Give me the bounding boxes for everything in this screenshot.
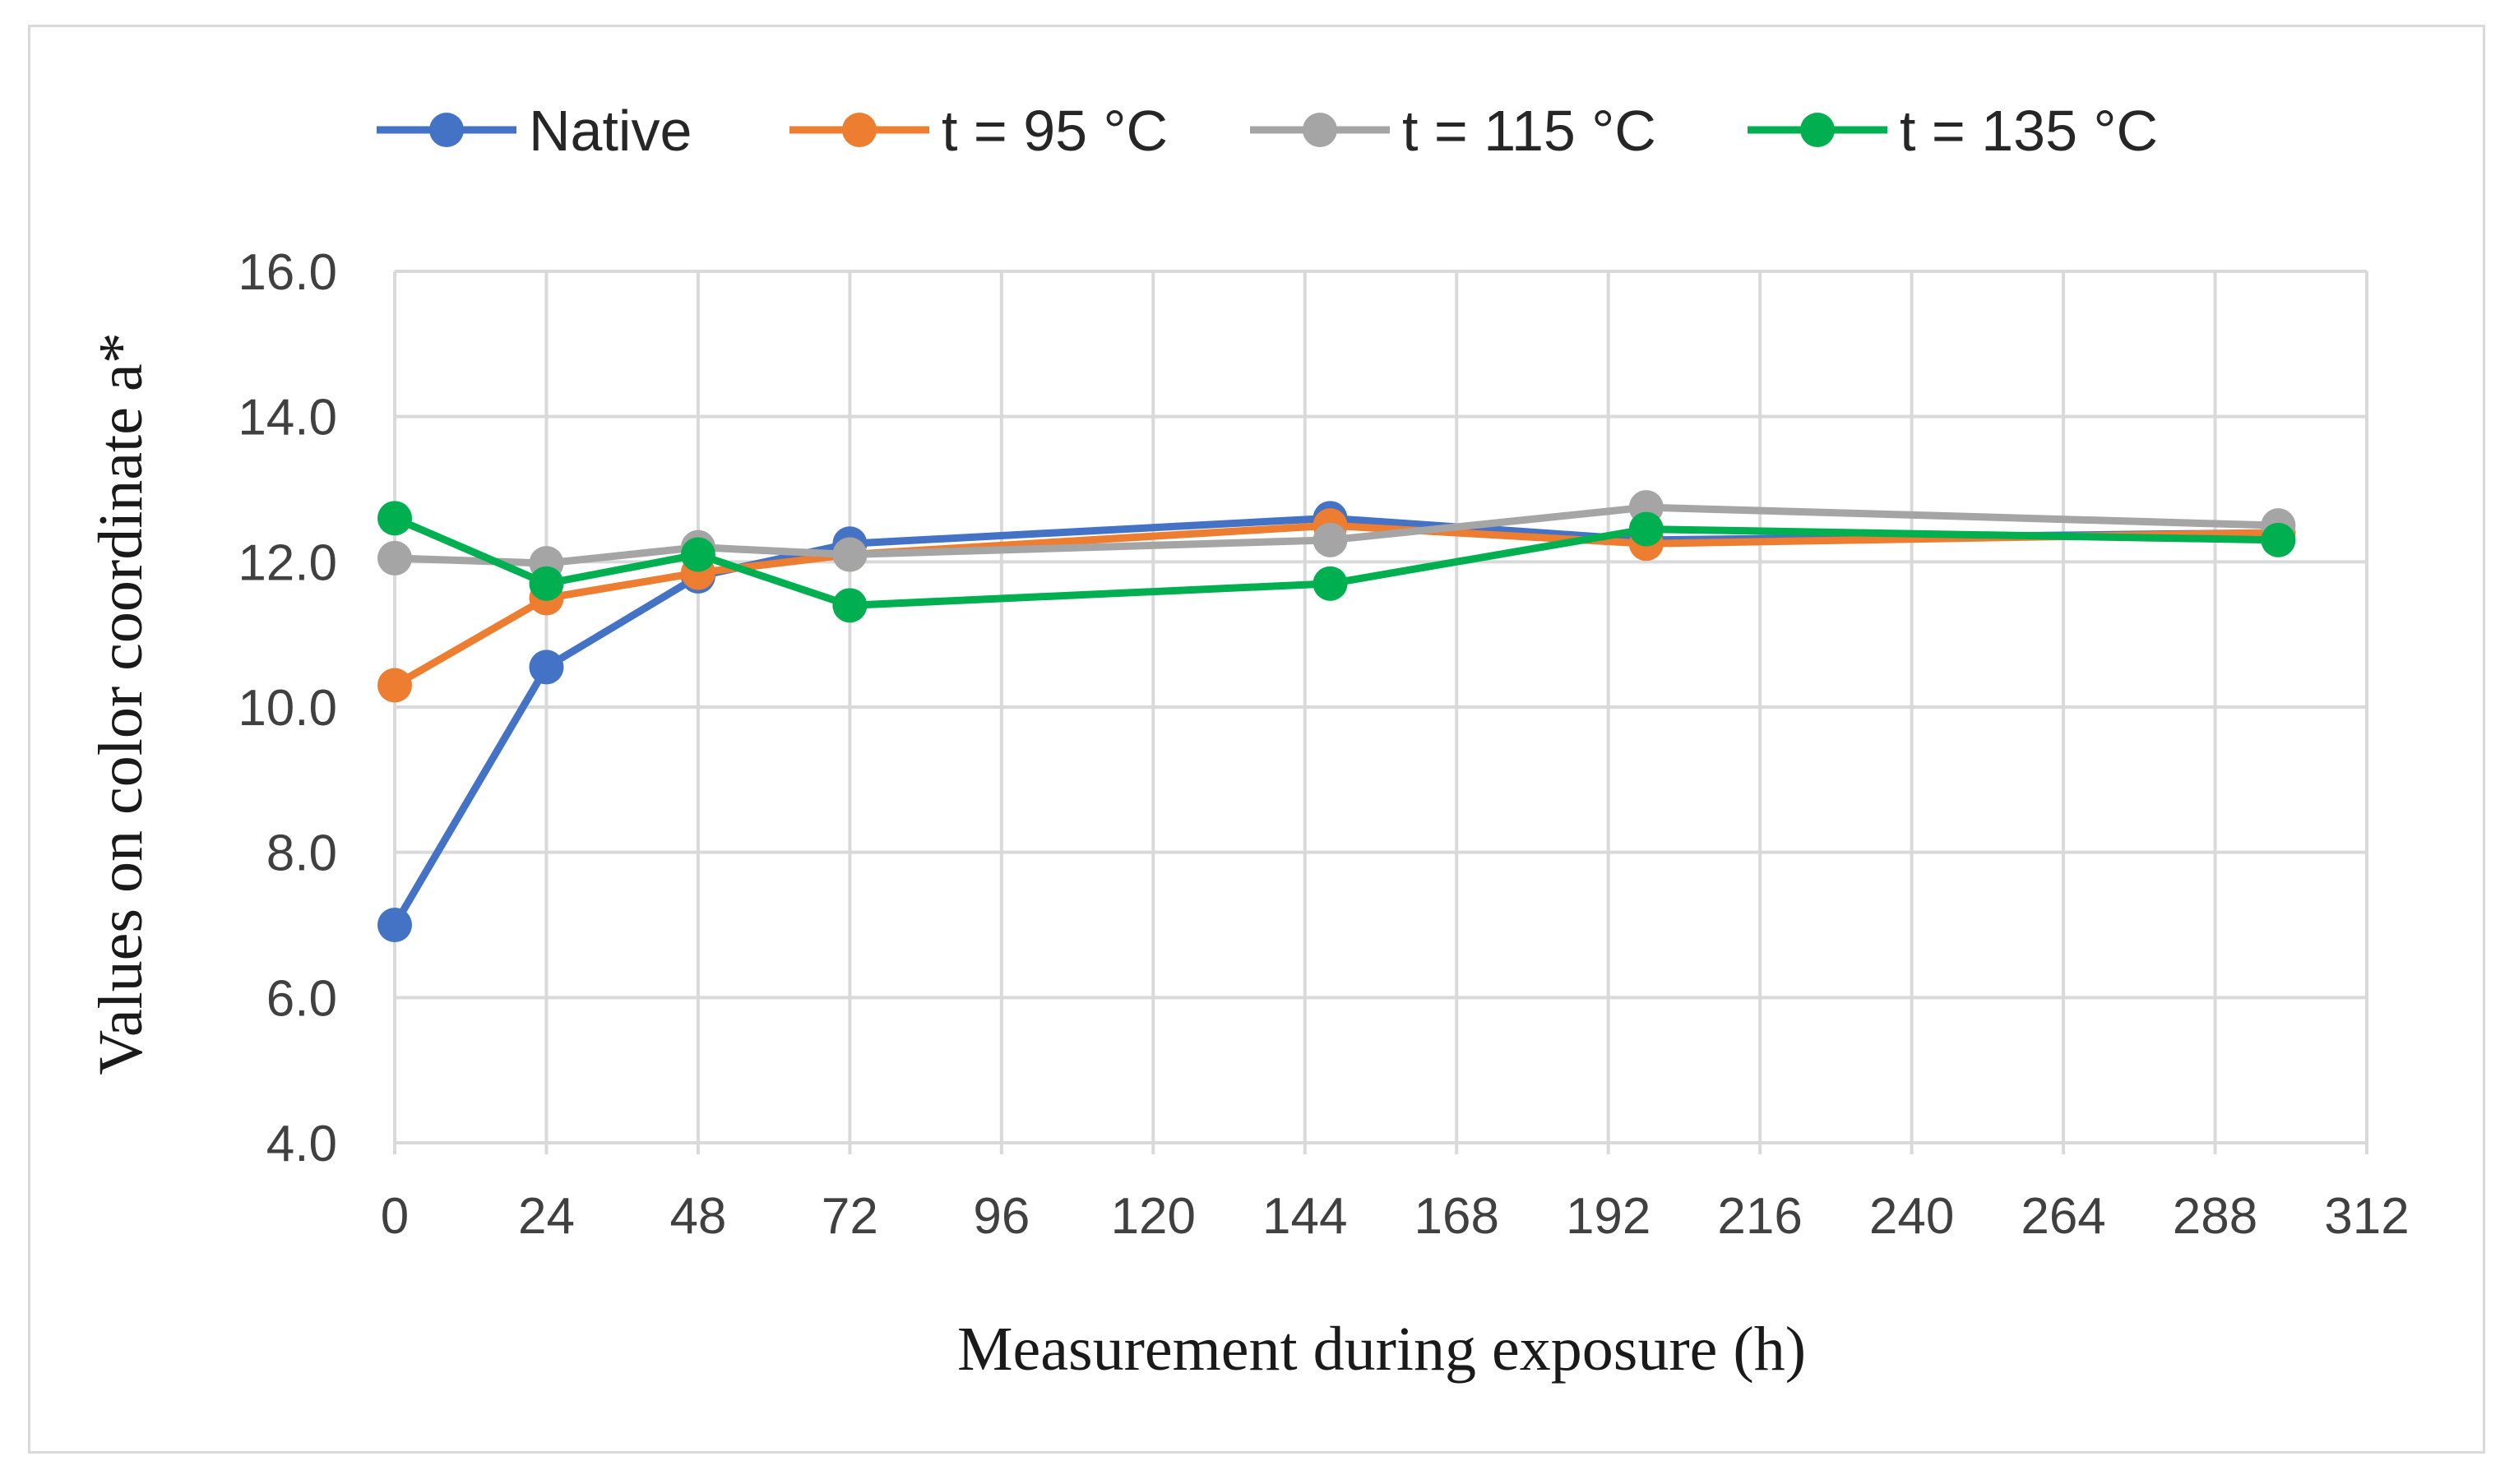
data-point-t-115-c <box>832 537 868 572</box>
y-tick-label: 4.0 <box>266 1116 337 1172</box>
legend: Native t = 95 °C t = 115 °C t = 135 °C <box>377 99 2158 163</box>
y-tick-label: 8.0 <box>266 825 337 882</box>
legend-item-t-135-c: t = 135 °C <box>1748 99 2158 163</box>
data-point-t-135-c <box>1628 511 1664 547</box>
x-tick-label: 0 <box>381 1188 409 1245</box>
x-tick-label: 72 <box>822 1188 878 1245</box>
y-tick-label: 14.0 <box>238 390 337 446</box>
data-point-native <box>377 908 412 942</box>
legend-label: Native <box>529 99 692 163</box>
series-t-135-c <box>377 501 2296 623</box>
data-point-t-115-c <box>1313 522 1348 557</box>
x-tick-label: 120 <box>1111 1188 1196 1245</box>
series-lines <box>377 490 2296 942</box>
data-point-native <box>529 650 564 685</box>
x-tick-label: 24 <box>518 1188 575 1245</box>
legend-item-t-115-c: t = 115 °C <box>1250 99 1656 163</box>
x-tick-label: 264 <box>2021 1188 2105 1245</box>
y-axis-tick-labels: 4.0 6.0 8.0 10.0 12.0 14.0 16.0 <box>238 244 337 1172</box>
x-tick-label: 192 <box>1566 1188 1651 1245</box>
y-tick-label: 6.0 <box>266 970 337 1027</box>
x-tick-label: 240 <box>1869 1188 1954 1245</box>
data-point-t-135-c <box>377 501 412 536</box>
x-tick-label: 96 <box>973 1188 1030 1245</box>
data-point-t-135-c <box>2261 522 2296 557</box>
x-tick-label: 216 <box>1717 1188 1802 1245</box>
gridlines <box>393 270 2368 1154</box>
legend-label: t = 135 °C <box>1900 99 2158 163</box>
data-point-t-95-c <box>377 668 412 703</box>
y-axis-title: Values on color coordinate a* <box>86 332 155 1075</box>
y-tick-label: 16.0 <box>238 244 337 301</box>
legend-label: t = 95 °C <box>942 99 1168 163</box>
y-tick-label: 12.0 <box>238 534 337 591</box>
legend-marker <box>429 113 464 147</box>
x-tick-label: 288 <box>2173 1188 2257 1245</box>
legend-label: t = 115 °C <box>1402 99 1656 163</box>
x-tick-label: 48 <box>669 1188 726 1245</box>
data-point-t-135-c <box>680 537 715 572</box>
legend-marker <box>1800 113 1835 147</box>
legend-marker <box>842 113 877 147</box>
data-point-t-135-c <box>1313 566 1348 601</box>
x-axis-tick-labels: 0 24 48 72 96 120 144 168 192 216 240 264 288 312 <box>381 1188 2410 1245</box>
legend-item-t-95-c: t = 95 °C <box>789 99 1168 163</box>
data-point-t-135-c <box>529 566 564 601</box>
y-tick-label: 10.0 <box>238 680 337 737</box>
x-tick-label: 312 <box>2324 1188 2409 1245</box>
chart-frame <box>28 25 2485 1454</box>
data-point-t-115-c <box>377 540 412 576</box>
legend-item-native: Native <box>377 99 692 163</box>
x-tick-label: 144 <box>1262 1188 1347 1245</box>
x-axis-title: Measurement during exposure (h) <box>957 1315 1806 1384</box>
data-point-t-135-c <box>832 588 868 623</box>
series-native <box>377 501 2296 942</box>
legend-marker <box>1303 113 1337 147</box>
x-tick-label: 168 <box>1414 1188 1499 1245</box>
